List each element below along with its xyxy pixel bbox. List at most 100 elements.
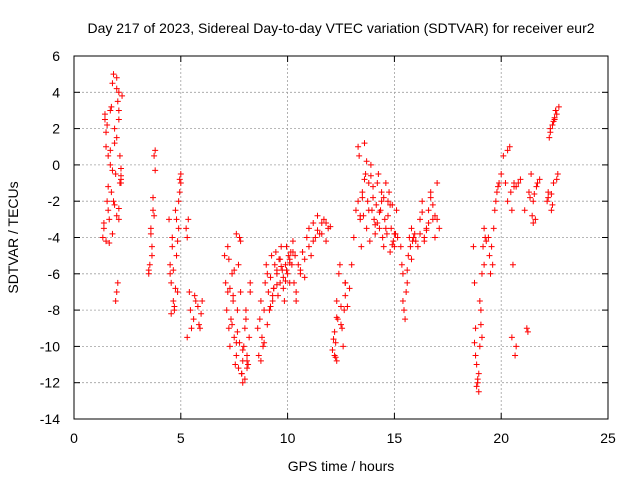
- data-point: [376, 209, 383, 216]
- data-point: [483, 238, 490, 245]
- data-point: [169, 234, 176, 241]
- data-point: [371, 216, 378, 223]
- y-tick-label: 4: [52, 84, 60, 100]
- data-point: [263, 261, 270, 268]
- data-point: [434, 216, 441, 223]
- data-point: [103, 129, 110, 136]
- data-point: [183, 225, 190, 232]
- data-point: [333, 298, 340, 305]
- data-point: [172, 207, 179, 214]
- data-point: [323, 219, 330, 226]
- data-point: [175, 225, 182, 232]
- data-point: [312, 234, 319, 241]
- data-point: [335, 270, 342, 277]
- data-point: [285, 252, 292, 259]
- data-point: [545, 189, 552, 196]
- data-point: [472, 325, 479, 332]
- data-point: [100, 219, 107, 226]
- data-point: [507, 189, 514, 196]
- data-point: [111, 201, 118, 208]
- data-point: [548, 207, 555, 214]
- data-point: [185, 216, 192, 223]
- data-point: [336, 261, 343, 268]
- data-point: [488, 243, 495, 250]
- data-point: [112, 170, 119, 177]
- data-point: [270, 285, 277, 292]
- data-point: [386, 189, 393, 196]
- data-point: [107, 147, 114, 154]
- data-point: [105, 152, 112, 159]
- data-point: [521, 207, 528, 214]
- data-point: [340, 343, 347, 350]
- data-point: [376, 225, 383, 232]
- data-point: [187, 307, 194, 314]
- data-point: [342, 292, 349, 299]
- data-point: [101, 111, 108, 118]
- data-point: [421, 238, 428, 245]
- data-point: [117, 172, 124, 179]
- data-point: [524, 328, 531, 335]
- data-point: [195, 321, 202, 328]
- data-point: [477, 307, 484, 314]
- data-point: [150, 207, 157, 214]
- data-point: [414, 243, 421, 250]
- data-point: [186, 288, 193, 295]
- data-point: [425, 207, 432, 214]
- data-point: [404, 279, 411, 286]
- data-point: [113, 288, 120, 295]
- data-point: [113, 134, 120, 141]
- data-point: [475, 388, 482, 395]
- data-point: [105, 183, 112, 190]
- data-point: [254, 325, 261, 332]
- y-axis: -14 -12 -10 -8 -6 -4 -2 0 2 4 6: [40, 48, 608, 427]
- data-point: [367, 172, 374, 179]
- data-point: [230, 292, 237, 299]
- data-point: [173, 252, 180, 259]
- data-point: [264, 321, 271, 328]
- data-point: [425, 219, 432, 226]
- data-point: [393, 207, 400, 214]
- data-point: [293, 298, 300, 305]
- data-point: [485, 234, 492, 241]
- data-point: [410, 234, 417, 241]
- data-point: [117, 165, 124, 172]
- data-point: [114, 279, 121, 286]
- data-point: [170, 267, 177, 274]
- data-point: [113, 74, 120, 81]
- data-point: [550, 118, 557, 125]
- data-point: [407, 243, 414, 250]
- data-point: [318, 230, 325, 237]
- data-point: [277, 256, 284, 263]
- data-point: [247, 279, 254, 286]
- data-point: [106, 239, 113, 246]
- data-point: [346, 285, 353, 292]
- data-point: [359, 194, 366, 201]
- data-point: [174, 288, 181, 295]
- data-point: [148, 243, 155, 250]
- data-point: [237, 238, 244, 245]
- x-tick-label: 10: [280, 430, 296, 446]
- data-point: [266, 307, 273, 314]
- data-point: [301, 274, 308, 281]
- data-point: [515, 180, 522, 187]
- data-point: [408, 256, 415, 263]
- data-point: [111, 140, 118, 147]
- data-point: [427, 194, 434, 201]
- data-point: [226, 285, 233, 292]
- data-point: [374, 180, 381, 187]
- data-point: [268, 252, 275, 259]
- data-point: [184, 334, 191, 341]
- data-point: [257, 298, 264, 305]
- data-point: [314, 212, 321, 219]
- data-point: [401, 307, 408, 314]
- data-point: [356, 152, 363, 159]
- data-point: [403, 288, 410, 295]
- data-point: [372, 230, 379, 237]
- data-point: [108, 189, 115, 196]
- data-point: [332, 354, 339, 361]
- data-point: [554, 170, 561, 177]
- data-point: [297, 267, 304, 274]
- data-point: [528, 170, 535, 177]
- data-point: [508, 207, 515, 214]
- data-point: [533, 183, 540, 190]
